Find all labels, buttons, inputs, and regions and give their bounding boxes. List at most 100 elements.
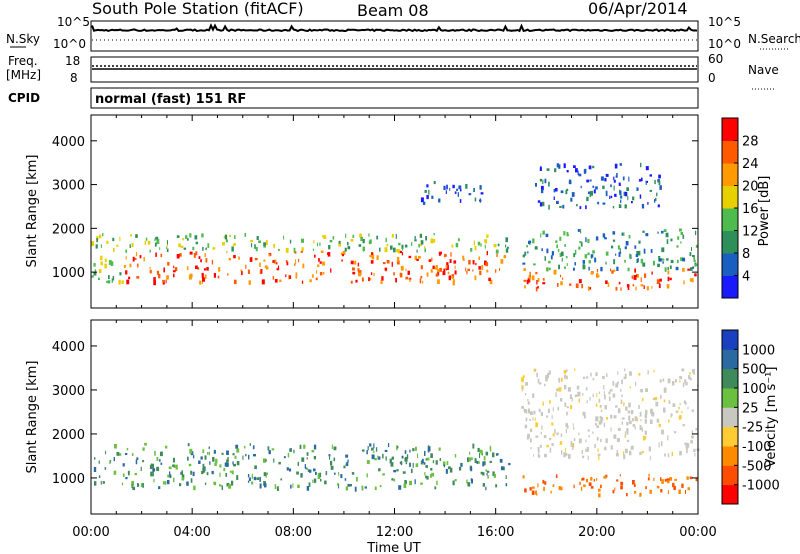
scatter-cell [147, 240, 151, 245]
scatter-cell [405, 456, 408, 462]
scatter-cell [345, 486, 349, 491]
scatter-cell [636, 187, 639, 191]
scatter-cell [587, 429, 590, 432]
scatter-cell [206, 267, 209, 271]
scatter-cell [480, 471, 483, 475]
scatter-cell [454, 270, 457, 275]
scatter-cell [617, 381, 619, 384]
scatter-cell [254, 465, 257, 470]
scatter-cell [666, 478, 670, 482]
scatter-cell [119, 272, 122, 276]
scatter-cell [407, 270, 410, 275]
scatter-cell [644, 419, 647, 424]
scatter-cell [200, 456, 203, 460]
scatter-cell [596, 269, 599, 273]
scatter-cell [537, 286, 539, 289]
scatter-cell [431, 195, 434, 199]
scatter-cell [409, 480, 412, 486]
scatter-cell [588, 260, 591, 264]
scatter-cell [482, 483, 485, 487]
scatter-cell [561, 251, 564, 257]
scatter-cell [330, 268, 332, 273]
scatter-cell [612, 239, 616, 242]
scatter-cell [361, 277, 364, 282]
scatter-cell [634, 490, 637, 494]
scatter-cell [231, 246, 234, 252]
scatter-cell [420, 197, 424, 203]
scatter-cell [258, 240, 261, 244]
scatter-cell [213, 483, 216, 486]
scatter-cell [673, 485, 676, 491]
scatter-cell [154, 451, 156, 456]
scatter-cell [397, 445, 399, 449]
scatter-cell [289, 239, 292, 244]
scatter-cell [592, 250, 595, 254]
scatter-cell [604, 237, 607, 240]
scatter-cell [436, 480, 438, 486]
scatter-cell [617, 245, 620, 250]
scatter-cell [621, 394, 623, 398]
scatter-cell [603, 475, 607, 479]
scatter-cell [618, 252, 621, 257]
scatter-cell [631, 275, 634, 279]
scatter-cell [658, 423, 661, 427]
scatter-cell [566, 406, 569, 409]
scatter-cell [534, 368, 537, 372]
scatter-cell [446, 265, 449, 270]
scatter-cell [371, 447, 374, 451]
scatter-cell [188, 274, 192, 280]
scatter-cell [409, 462, 411, 467]
scatter-cell [586, 400, 588, 404]
scatter-cell [525, 417, 528, 422]
x-tick-label: 00:00 [679, 525, 716, 540]
scatter-cell [309, 279, 312, 283]
colorbar-tick-label: -500 [742, 459, 772, 474]
scatter-cell [472, 260, 475, 265]
scatter-cell [634, 245, 637, 249]
scatter-cell [537, 378, 540, 384]
scatter-cell [144, 240, 147, 245]
scatter-cell [660, 441, 663, 447]
scatter-cell [598, 488, 601, 492]
scatter-cell [632, 284, 635, 287]
scatter-cell [212, 456, 215, 462]
scatter-cell [652, 397, 655, 401]
scatter-cell [577, 229, 580, 232]
scatter-cell [555, 240, 558, 243]
scatter-cell [640, 419, 642, 422]
scatter-cell [173, 265, 175, 269]
scatter-cell [662, 261, 664, 264]
scatter-cell [663, 387, 667, 392]
scatter-cell [495, 269, 497, 273]
scatter-cell [390, 462, 394, 467]
scatter-cell [473, 188, 475, 193]
scatter-cell [532, 238, 535, 244]
colorbar-segment [722, 253, 738, 276]
scatter-cell [551, 422, 554, 426]
scatter-cell [384, 267, 388, 271]
scatter-cell [574, 368, 576, 371]
scatter-cell [243, 445, 246, 449]
scatter-cell [612, 381, 615, 386]
scatter-cell [665, 232, 669, 238]
scatter-cell [659, 185, 662, 190]
scatter-cell [236, 475, 239, 480]
scatter-cell [189, 251, 193, 255]
scatter-cell [596, 273, 599, 278]
scatter-cell [448, 466, 451, 470]
y-tick-label: 1000 [52, 472, 85, 487]
scatter-cell [615, 253, 617, 256]
scatter-cell [686, 476, 689, 480]
scatter-cell [252, 445, 255, 450]
scatter-cell [389, 458, 392, 464]
scatter-cell [551, 443, 554, 446]
scatter-cell [552, 407, 554, 412]
scatter-cell [347, 246, 351, 250]
scatter-cell [278, 461, 281, 465]
scatter-cell [654, 199, 656, 203]
scatter-cell [574, 249, 577, 255]
scatter-cell [357, 262, 360, 267]
scatter-cell [487, 475, 489, 479]
scatter-cell [568, 179, 572, 185]
scatter-cell [495, 484, 498, 488]
